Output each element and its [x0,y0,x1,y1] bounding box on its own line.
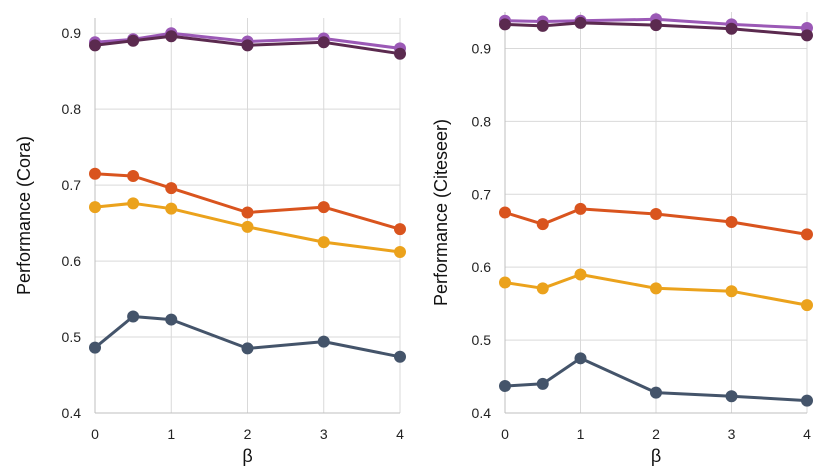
data-point [241,206,254,219]
series-line [94,201,401,254]
data-point [499,276,511,289]
data-point [317,236,330,249]
data-point [127,310,140,323]
data-point [574,352,587,365]
series-3 [89,167,406,236]
data-point [241,39,254,52]
data-point [89,201,101,214]
data-point [394,350,406,363]
series-5 [89,310,406,363]
y-tick-label: 0.7 [472,186,492,202]
y-tick-label: 0.6 [62,253,82,269]
y-tick-label: 0.8 [472,113,492,129]
y-tick-label: 0.5 [472,332,492,348]
data-point [165,30,178,43]
series-2 [499,16,813,42]
x-axis-label: β [242,446,252,466]
data-point [725,215,738,228]
data-point [165,202,178,215]
x-axis-label: β [651,446,661,466]
chart-cora: 0 1 2 3 4 0.4 0.5 0.6 0.7 0.8 0.9 β Performance (Cor… [14,18,406,466]
y-axis-label: Performance (Cora) [14,136,34,295]
series-line [94,315,401,359]
x-tick-label: 2 [652,426,660,442]
x-tick-label: 4 [396,426,404,442]
data-point [89,167,101,180]
series-5 [499,352,813,407]
data-point [650,386,662,399]
series-line [504,21,808,37]
data-point [650,19,662,32]
y-tick-label: 0.7 [62,177,82,193]
data-point [394,245,406,258]
data-point [574,268,587,281]
data-point [241,342,254,355]
data-point [127,34,140,47]
data-point [394,47,406,60]
chart-citeseer: 0 1 2 3 4 0.4 0.5 0.6 0.7 0.8 0.9 β Performance (Cit… [431,12,813,466]
data-point [801,299,813,312]
data-point [725,390,738,403]
data-point [574,16,587,29]
data-point [499,380,511,393]
data-point [801,29,813,42]
data-point [725,22,738,35]
x-tick-label: 4 [803,426,811,442]
y-tick-label: 0.8 [62,101,82,117]
y-tick-label: 0.4 [62,405,82,421]
series-4 [499,268,813,312]
data-point [165,182,178,195]
data-point [801,228,813,241]
data-point [127,197,140,210]
y-tick-label: 0.4 [472,405,492,421]
data-point [241,220,254,233]
series-3 [499,202,813,241]
series-2 [89,30,406,60]
data-point [650,282,662,295]
y-axis-label: Performance (Citeseer) [431,119,451,306]
series-4 [89,197,406,258]
data-point [499,206,511,219]
data-point [801,394,813,407]
series-line [94,172,401,231]
x-tick-label: 1 [577,426,585,442]
series-line [504,273,808,307]
y-tick-label: 0.9 [62,25,82,41]
data-point [536,19,549,32]
x-tick-label: 2 [244,426,252,442]
data-point [725,285,738,298]
data-point [394,223,406,236]
x-tick-label: 3 [320,426,328,442]
data-point [574,202,587,215]
x-tick-label: 0 [501,426,509,442]
x-tick-label: 3 [728,426,736,442]
series-line [94,34,401,56]
series-line [94,31,401,50]
x-tick-label: 1 [167,426,175,442]
y-tick-label: 0.6 [472,259,492,275]
data-point [536,282,549,295]
data-point [165,313,178,326]
y-tick-label: 0.5 [62,329,82,345]
series-line [504,207,808,236]
data-point [317,335,330,348]
x-tick-label: 0 [91,426,99,442]
data-point [317,201,330,214]
data-point [89,341,101,354]
data-point [127,170,140,182]
data-point [536,377,549,390]
data-point [650,207,662,220]
data-point [536,218,549,231]
data-point [499,18,511,31]
series-line [504,356,808,403]
y-tick-label: 0.9 [472,40,492,56]
series-line [504,17,808,30]
data-point [317,36,330,49]
data-point [89,39,101,52]
